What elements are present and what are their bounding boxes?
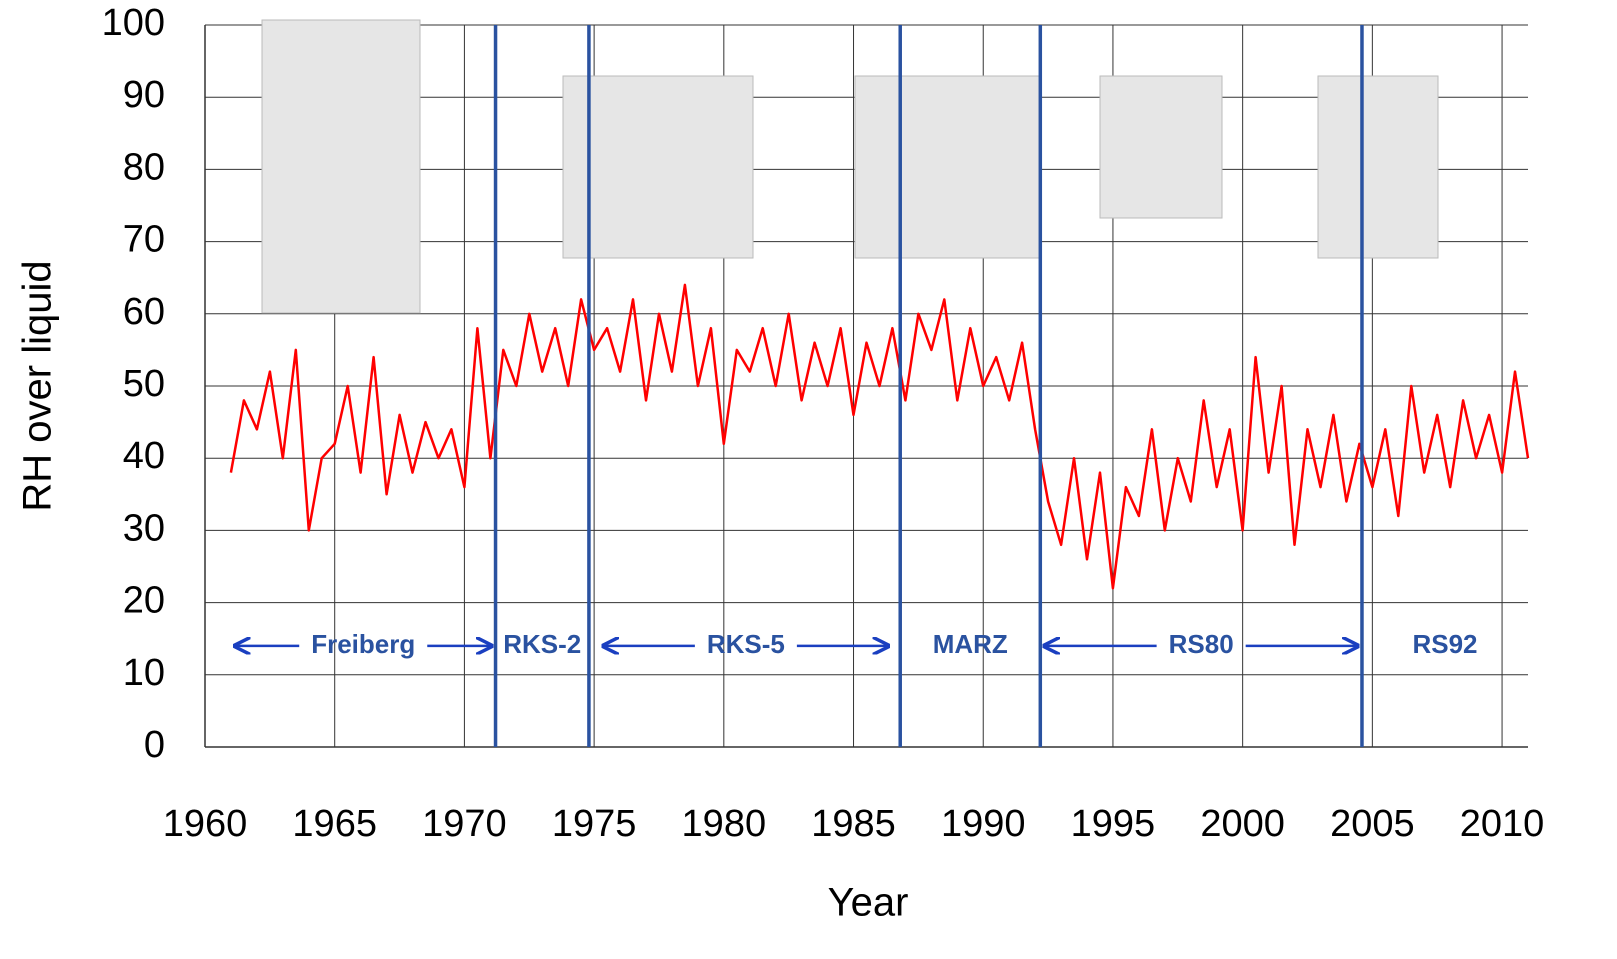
- plot: Freiberg RKS-2 RKS-5 MARZ RS80 RS92: [229, 25, 1530, 747]
- x-tick-label: 1975: [552, 803, 637, 845]
- y-tick-label: 30: [123, 507, 165, 549]
- instrument-label: RKS-5: [707, 629, 785, 659]
- y-tick-label: 60: [123, 291, 165, 333]
- instrument-photo: [854, 75, 1041, 259]
- y-tick-label: 70: [123, 219, 165, 261]
- y-tick-label: 20: [123, 580, 165, 622]
- x-tick-label: 1990: [941, 803, 1026, 845]
- y-tick-label: 90: [123, 74, 165, 116]
- instrument-photo: [1317, 75, 1439, 259]
- x-tick-label: 1995: [1071, 803, 1156, 845]
- instrument-label: MARZ: [933, 629, 1008, 659]
- x-tick-label: 2005: [1330, 803, 1415, 845]
- y-tick-label: 50: [123, 363, 165, 405]
- x-tick-label: 1980: [682, 803, 767, 845]
- y-tick-label: 10: [123, 652, 165, 694]
- x-tick-label: 2010: [1460, 803, 1545, 845]
- instrument-label: RKS-2: [503, 629, 581, 659]
- instrument-label: RS92: [1412, 629, 1477, 659]
- instrument-photo: [261, 19, 421, 314]
- photos: [261, 19, 1439, 314]
- y-tick-label: 0: [144, 724, 165, 766]
- x-tick-label: 1965: [292, 803, 377, 845]
- instrument-photo: [562, 75, 754, 259]
- instrument-label: RS80: [1169, 629, 1234, 659]
- x-tick-label: 2000: [1200, 803, 1285, 845]
- x-axis-label: Year: [828, 881, 909, 925]
- data-line: [229, 283, 1530, 590]
- x-tick-label: 1985: [811, 803, 896, 845]
- x-tick-label: 1960: [163, 803, 248, 845]
- y-tick-label: 80: [123, 146, 165, 188]
- y-axis-label: RH over liquid: [16, 260, 60, 511]
- y-tick-label: 100: [102, 2, 165, 44]
- instrument-label: Freiberg: [311, 629, 415, 659]
- x-tick-label: 1970: [422, 803, 507, 845]
- instrument-photo: [1099, 75, 1223, 219]
- y-tick-label: 40: [123, 435, 165, 477]
